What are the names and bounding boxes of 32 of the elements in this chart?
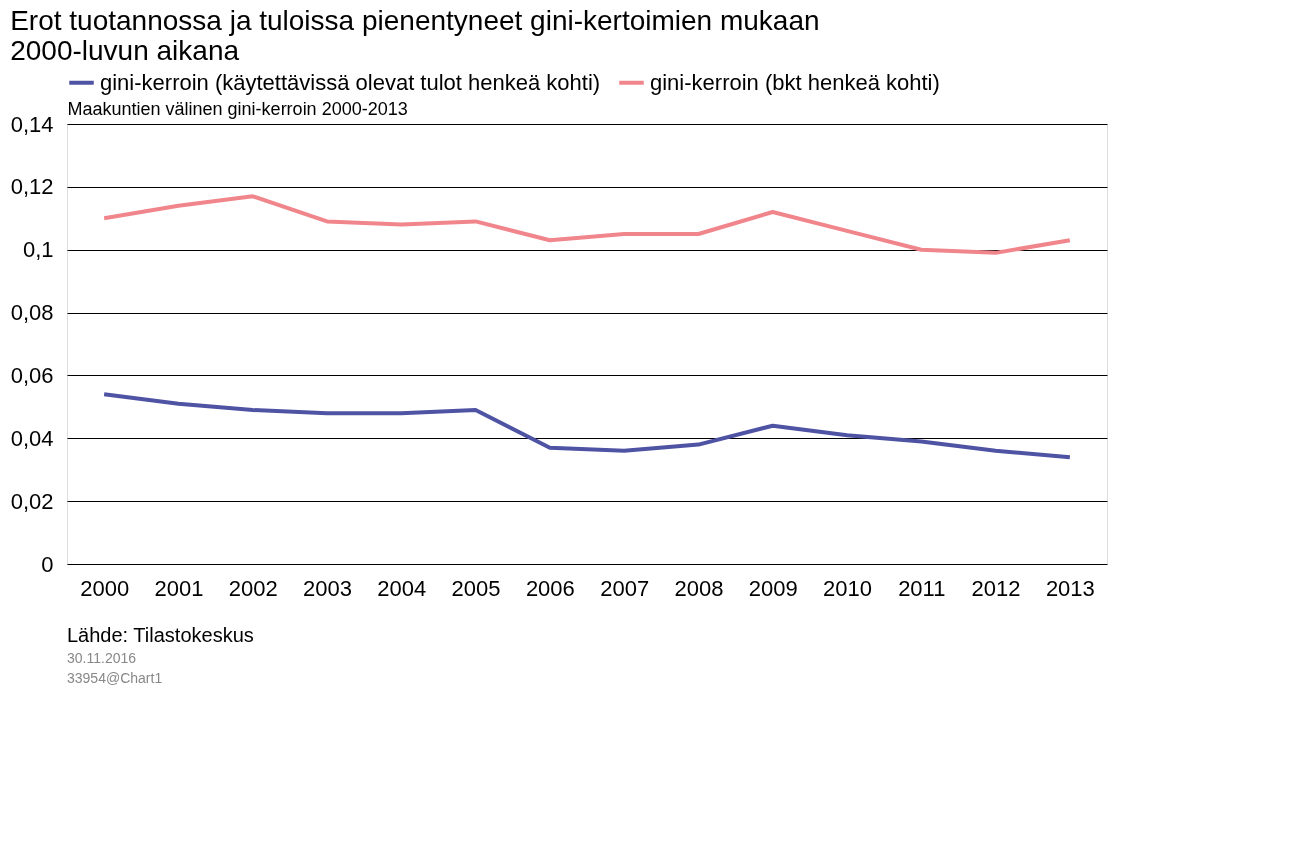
x-tick-label: 2010 [823, 575, 872, 601]
y-tick-label: 0 [41, 551, 54, 577]
x-tick-label: 2007 [600, 575, 650, 601]
text: 30.11.2016 [67, 650, 137, 666]
x-tick-label: 2002 [228, 575, 278, 601]
text: 33954@Chart1 [67, 670, 163, 686]
legend-label: gini-kerroin (bkt henkeä kohti) [650, 69, 940, 95]
x-tick-label: 2005 [451, 575, 501, 601]
x-tick-label: 2013 [1045, 575, 1095, 601]
y-tick-label: 0,1 [22, 237, 54, 263]
x-tick-label: 2000 [80, 575, 130, 601]
x-tick-label: 2009 [748, 575, 798, 601]
x-tick-label: 2008 [674, 575, 724, 601]
y-tick-label: 0,12 [10, 174, 54, 200]
text: Lähde: Tilastokeskus [67, 624, 254, 646]
legend-label: gini-kerroin (käytettävissä olevat tulot henkeä kohti) [100, 69, 601, 95]
y-tick-label: 0,06 [10, 362, 54, 388]
y-tick-label: 0,08 [10, 300, 54, 326]
y-tick-label: 0,04 [10, 425, 54, 451]
x-tick-label: 2012 [971, 575, 1021, 601]
y-tick-label: 0,14 [10, 111, 54, 137]
y-axis-title: Maakuntien välinen gini-kerroin 2000-2013 [67, 98, 408, 119]
line-series [102, 392, 1072, 460]
x-tick-label: 2001 [154, 575, 204, 601]
x-tick-label: 2011 [898, 575, 946, 601]
text: Erot tuotannossa ja tuloissa pienentyneet gini-kertoimien mukaan [10, 5, 820, 36]
x-tick-label: 2006 [525, 575, 575, 601]
text: 2000-luvun aikana [10, 35, 240, 66]
y-tick-label: 0,02 [10, 488, 54, 514]
x-tick-label: 2003 [303, 575, 352, 601]
x-tick-label: 2004 [377, 575, 427, 601]
line-series [102, 194, 1072, 255]
